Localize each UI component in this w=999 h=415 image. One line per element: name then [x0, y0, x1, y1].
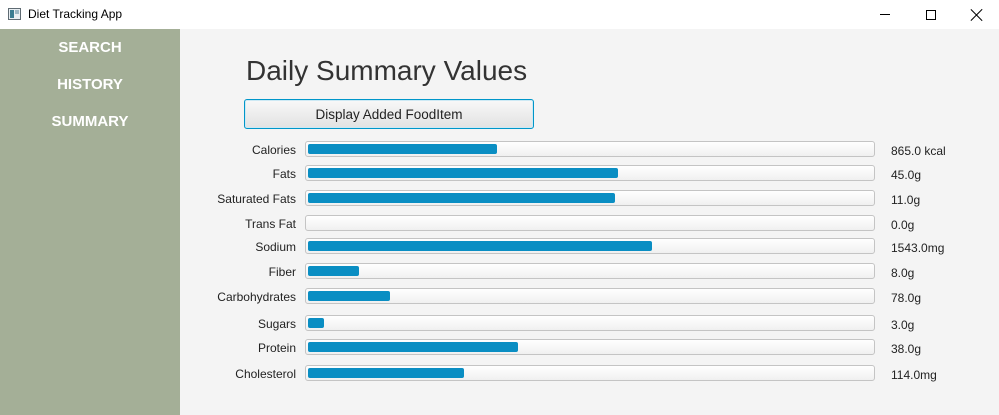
nutrient-progress-fill	[308, 193, 615, 203]
maximize-icon	[926, 9, 936, 20]
nutrient-progress-fill	[308, 368, 464, 378]
nutrient-label: Cholesterol	[235, 367, 296, 381]
nutrient-progress-fill	[308, 318, 324, 328]
title-bar: Diet Tracking App	[0, 0, 999, 29]
nutrient-value: 1543.0mg	[891, 241, 945, 255]
nutrient-value: 45.0g	[891, 168, 922, 182]
minimize-icon	[880, 14, 890, 15]
nutrient-label: Calories	[251, 143, 296, 157]
sidebar: SEARCH HISTORY SUMMARY	[0, 29, 180, 415]
nutrient-value: 0.0g	[891, 218, 915, 232]
nutrient-label: Carbohydrates	[217, 290, 296, 304]
nutrient-progress-bar	[305, 288, 875, 304]
nutrient-row-cholesterol: Cholesterol 114.0mg	[180, 364, 999, 384]
nutrient-row-calories: Calories 865.0 kcal	[180, 140, 999, 160]
window-title: Diet Tracking App	[28, 7, 123, 21]
nutrient-row-protein: Protein 38.0g	[180, 338, 999, 358]
maximize-button[interactable]	[908, 0, 954, 29]
nutrient-row-carbohydrates: Carbohydrates 78.0g	[180, 287, 999, 307]
nutrient-value: 78.0g	[891, 291, 922, 305]
sidebar-item-history[interactable]: HISTORY	[57, 76, 123, 93]
nutrient-label: Saturated Fats	[217, 192, 296, 206]
close-icon	[971, 9, 983, 21]
nutrient-progress-bar	[305, 215, 875, 231]
nutrient-row-trans-fat: Trans Fat 0.0g	[180, 214, 999, 234]
nutrient-label: Protein	[257, 341, 296, 355]
nutrient-progress-bar	[305, 339, 875, 355]
nutrient-label: Sugars	[257, 317, 296, 331]
nutrient-value: 38.0g	[891, 342, 922, 356]
nutrient-row-fiber: Fiber 8.0g	[180, 262, 999, 282]
nutrient-progress-fill	[308, 266, 359, 276]
nutrient-progress-fill	[308, 342, 518, 352]
nutrient-row-fats: Fats 45.0g	[180, 164, 999, 184]
app-window-icon	[8, 8, 21, 20]
sidebar-item-summary[interactable]: SUMMARY	[51, 113, 129, 130]
nutrient-row-sugars: Sugars 3.0g	[180, 314, 999, 334]
nutrient-progress-bar	[305, 263, 875, 279]
nutrient-progress-fill	[308, 291, 390, 301]
nutrient-progress-bar	[305, 315, 875, 331]
minimize-button[interactable]	[862, 0, 908, 29]
summary-panel: Daily Summary Values Display Added FoodI…	[180, 29, 999, 415]
nutrient-progress-fill	[308, 241, 652, 251]
nutrient-label: Fiber	[268, 265, 296, 279]
nutrient-row-sodium: Sodium 1543.0mg	[180, 237, 999, 257]
nutrient-value: 11.0g	[891, 193, 921, 207]
nutrient-value: 865.0 kcal	[891, 144, 946, 158]
nutrient-progress-fill	[308, 168, 618, 178]
page-title: Daily Summary Values	[246, 55, 528, 86]
display-added-fooditem-button[interactable]: Display Added FoodItem	[244, 99, 534, 129]
nutrient-progress-fill	[308, 144, 497, 154]
nutrient-value: 3.0g	[891, 318, 915, 332]
nutrient-progress-bar	[305, 141, 875, 157]
nutrient-progress-bar	[305, 365, 875, 381]
nutrient-value: 8.0g	[891, 266, 915, 280]
nutrient-label: Fats	[272, 167, 296, 181]
nutrient-progress-bar	[305, 190, 875, 206]
nutrient-label: Trans Fat	[245, 217, 296, 231]
nutrient-progress-bar	[305, 165, 875, 181]
close-button[interactable]	[954, 0, 999, 29]
nutrient-label: Sodium	[255, 240, 296, 254]
sidebar-item-search[interactable]: SEARCH	[58, 39, 122, 56]
nutrient-progress-bar	[305, 238, 875, 254]
nutrient-row-saturated-fats: Saturated Fats 11.0g	[180, 189, 999, 209]
nutrient-value: 114.0mg	[891, 368, 937, 382]
